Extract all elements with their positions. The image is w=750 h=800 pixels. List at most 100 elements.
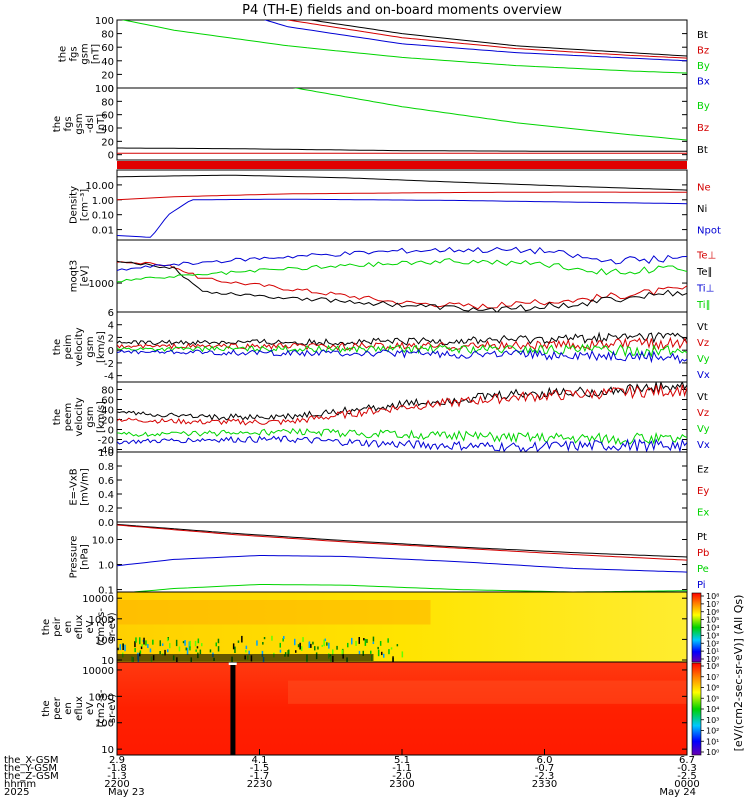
- spectrogram-pixel: [201, 643, 203, 647]
- ytick-label: 100: [95, 635, 114, 646]
- spectrogram-pixel: [215, 642, 217, 647]
- series-ni: [117, 174, 687, 191]
- legend-ne: Ne: [697, 183, 711, 194]
- ylabel-line: peir: [52, 616, 63, 636]
- spectrogram-pixel: [328, 642, 330, 649]
- legend-npot: Npot: [697, 225, 721, 236]
- ylabel-line: en: [63, 702, 74, 715]
- footer-z: -2.5: [677, 771, 697, 782]
- ytick-label: 60: [101, 396, 114, 407]
- series-by: [292, 88, 687, 141]
- spectrogram-pixel: [310, 643, 312, 648]
- spectrogram-pixel: [149, 648, 152, 653]
- spectrogram-pixel: [139, 650, 142, 654]
- ylabel-line: (cm2-s-: [96, 608, 107, 646]
- spectrogram-pixel: [119, 644, 122, 651]
- legend-ni: Ni: [697, 204, 707, 215]
- ylabel-line: the: [52, 409, 63, 425]
- ylabel-line: [nT]: [96, 114, 107, 134]
- spectrogram-pixel: [245, 645, 248, 650]
- spectrogram-pixel: [117, 647, 119, 651]
- spectrogram-pixel: [282, 638, 284, 642]
- spectrogram-pixel: [363, 638, 365, 641]
- ytick-label: 10.00: [85, 181, 114, 192]
- peer-eflux-spectrogram: [117, 662, 687, 755]
- colorbar-tick-label: 10³: [706, 631, 719, 640]
- spectrogram-pixel: [194, 640, 197, 647]
- ylabel-line: the: [52, 116, 63, 132]
- ytick-label: 0.2: [98, 504, 114, 515]
- ytick-label: 0.10: [92, 211, 114, 222]
- ylabel-line: eV: [85, 702, 96, 715]
- legend-pi: Pi: [697, 580, 706, 591]
- colorbar-tick-label: 10¹: [706, 737, 719, 746]
- footer-hhmm: 0000: [674, 779, 699, 790]
- ytick-label: 40: [101, 406, 114, 417]
- legend-ti: Ti∥: [696, 300, 711, 311]
- spectrogram-pixel: [152, 639, 154, 645]
- spectrogram-pixel: [143, 637, 145, 645]
- spectrogram-pixel: [248, 650, 250, 655]
- spectrogram-pixel: [217, 646, 220, 652]
- spectrogram-pixel: [377, 649, 380, 657]
- peir-eflux-band: [117, 600, 431, 625]
- spectrogram-pixel: [392, 656, 394, 662]
- spectrogram-pixel: [326, 642, 328, 646]
- footer-hhmm: 2230: [247, 779, 272, 790]
- spectrogram-pixel: [377, 646, 379, 650]
- spectrogram-pixel: [355, 640, 357, 646]
- series-vy: [117, 427, 687, 446]
- colorbar-tick-label: 10⁸: [706, 662, 719, 671]
- spectrogram-pixel: [195, 649, 197, 652]
- spectrogram-pixel: [241, 635, 243, 643]
- legend-bt: Bt: [697, 30, 708, 41]
- spectrogram-pixel: [263, 637, 266, 640]
- spectrogram-pixel: [294, 638, 296, 646]
- spectrogram-pixel: [197, 638, 200, 644]
- footer-x: 2.9: [109, 755, 125, 766]
- colorbar-tick-label: 10⁶: [706, 608, 719, 617]
- spectrogram-pixel: [372, 636, 375, 642]
- fgs-dsl-frame: [116, 87, 688, 161]
- spectrogram-pixel: [364, 638, 367, 646]
- spectrogram-pixel: [161, 643, 164, 646]
- spectrogram-pixel: [396, 644, 399, 647]
- spectrogram-pixel: [362, 650, 364, 656]
- footer-z: -1.7: [250, 771, 270, 782]
- ylabel-line: the: [52, 339, 63, 355]
- colorbar-tick-label: 10⁴: [706, 705, 719, 714]
- data-gap-cap: [228, 662, 237, 665]
- spectrogram-pixel: [388, 649, 390, 655]
- spectrogram-pixel: [279, 642, 281, 648]
- spectrogram-pixel: [140, 646, 143, 650]
- ytick-label: 80: [101, 30, 114, 41]
- footer-date: May 23: [108, 787, 145, 798]
- ytick-label: 1.0: [98, 561, 114, 572]
- colorbar-peir: [691, 592, 702, 663]
- panel-fgs-dsl: 100 80 60 40 20 0 the fgs gsm -dsl [nT] By Bz Bt: [52, 84, 710, 162]
- spectrogram-pixel: [175, 639, 178, 647]
- ylabel-line: the: [58, 46, 69, 62]
- ylabel-line: E=-VxB: [69, 468, 80, 505]
- series-ti: [117, 258, 687, 283]
- legend-ey: Ey: [697, 486, 709, 497]
- ytick-label: -4: [104, 372, 114, 383]
- spectrogram-pixel: [284, 652, 287, 655]
- spectrogram-pixel: [324, 638, 326, 642]
- legend-bx: Bx: [697, 76, 710, 87]
- spectrogram-pixel: [147, 644, 149, 648]
- spectrogram-pixel: [232, 643, 235, 650]
- panel-efield: 1.0 0.8 0.6 0.4 0.2 0.0 E=-VxB [mV/m] Ez Ey Ex: [69, 448, 710, 529]
- footer-y: -1.5: [250, 763, 270, 774]
- legend-ez: Ez: [697, 465, 709, 476]
- ylabel-line: (cm2-s-: [96, 689, 107, 727]
- panel-pressure: 10.0 1.0 0.1 Pressure [nPa] Pt Pb Pe Pi: [69, 521, 709, 597]
- ytick-label: 80: [101, 386, 114, 397]
- ytick-label: 0: [108, 426, 114, 437]
- spectrogram-pixel: [370, 650, 372, 654]
- spectrogram-pixel: [379, 641, 382, 646]
- spectrogram-pixel: [302, 637, 304, 642]
- ytick-label: 60: [101, 43, 114, 54]
- ytick-label: 0: [108, 346, 114, 357]
